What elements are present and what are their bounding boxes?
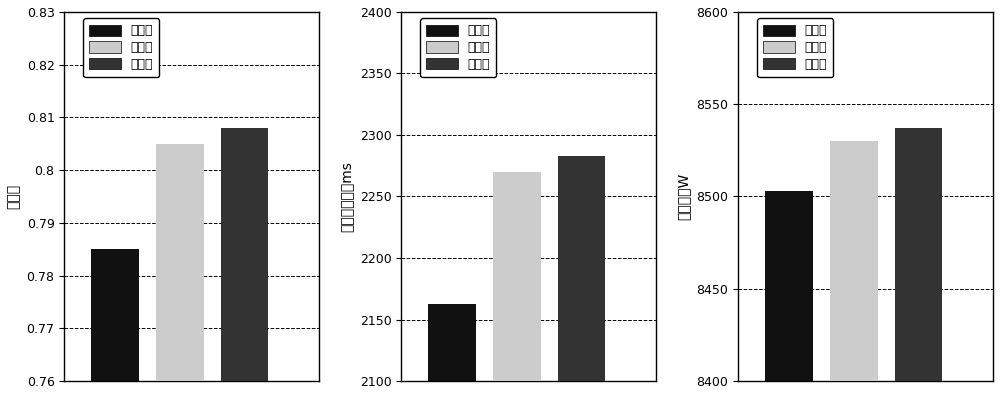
Legend: 方案一, 方案二, 方案三: 方案一, 方案二, 方案三	[757, 18, 833, 77]
Legend: 方案一, 方案二, 方案三: 方案一, 方案二, 方案三	[420, 18, 496, 77]
Bar	[428, 304, 476, 381]
Y-axis label: 总迁移时间／ms: 总迁移时间／ms	[340, 161, 354, 232]
Bar	[156, 144, 204, 381]
Bar	[221, 128, 268, 381]
Bar	[558, 156, 605, 381]
Bar	[493, 172, 541, 381]
Bar	[830, 141, 878, 381]
Y-axis label: 目标値: 目标値	[7, 184, 21, 209]
Bar	[895, 128, 942, 381]
Bar	[765, 191, 813, 381]
Legend: 方案一, 方案二, 方案三: 方案一, 方案二, 方案三	[83, 18, 159, 77]
Bar	[91, 249, 139, 381]
Y-axis label: 总功耗／W: 总功耗／W	[677, 173, 691, 220]
